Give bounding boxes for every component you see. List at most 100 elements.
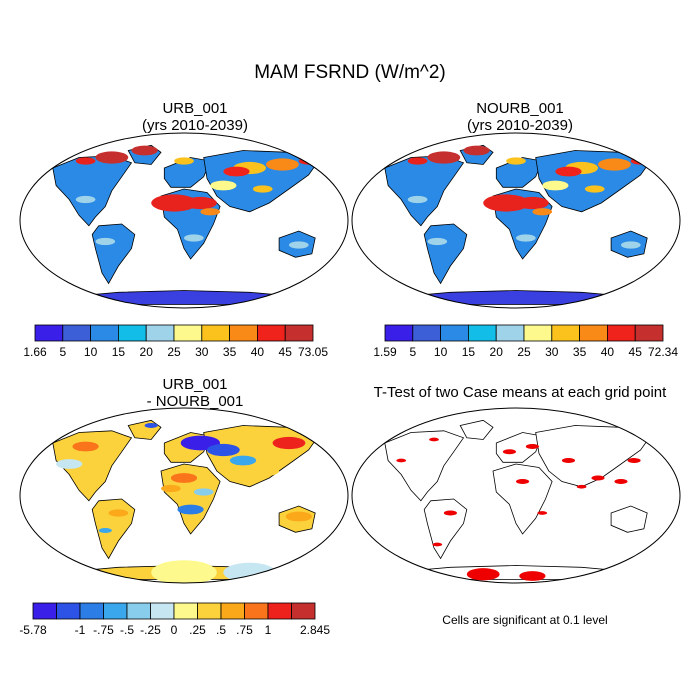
urb-colorbar-label: 73.05 — [298, 345, 328, 359]
urb-field-patch — [266, 158, 299, 171]
nourb-colorbar: 1.59 5 10 15 20 25 30 35 40 45 72.34 — [373, 324, 678, 359]
urb-colorbar-box — [90, 324, 119, 342]
ttest-field-patch — [519, 571, 546, 581]
diff-colorbar-box — [103, 602, 128, 620]
diff-colorbar-label: -5.78 — [19, 623, 47, 637]
nourb-colorbar-box — [495, 324, 525, 342]
diff-colorbar-box — [197, 602, 222, 620]
nourb-field-patch — [427, 151, 461, 164]
nourb-colorbar-label: 15 — [462, 345, 476, 359]
diff-colorbar: -5.78 -1 -.75 -.5 -.25 0 .25 .5 .75 1 2.845 — [19, 602, 330, 637]
diff-colorbar-box — [79, 602, 104, 620]
diff-colorbar-box — [32, 602, 57, 620]
nourb-field-patch — [407, 157, 428, 165]
urb-field-patch — [131, 145, 158, 156]
ttest-australia — [610, 505, 648, 533]
urb-colorbar-label: 30 — [195, 345, 209, 359]
diff-colorbar-box — [220, 602, 245, 620]
diff-colorbar-label: -.75 — [93, 623, 114, 637]
nourb-colorbar-box — [551, 324, 580, 342]
diff-colorbar-label: 0 — [171, 623, 178, 637]
ttest-europe — [495, 432, 543, 463]
diff-map — [19, 407, 349, 584]
ttest-map-border — [351, 407, 681, 584]
urb-field-patch — [95, 151, 129, 164]
ttest-field-patch — [443, 510, 457, 516]
diff-field-patch — [229, 455, 257, 466]
urb-field-patch — [184, 196, 217, 210]
nourb-colorbar-box — [607, 324, 636, 342]
diff-north-america — [52, 430, 133, 502]
diff-colorbar-label: 1 — [265, 623, 272, 637]
panel-title-nourb: NOURB_001 (yrs 2010-2039) — [365, 100, 675, 134]
diff-field-patch — [151, 560, 217, 583]
urb-field-patch — [288, 241, 309, 249]
urb-colorbar-label: 35 — [223, 345, 237, 359]
diff-colorbar-box — [173, 602, 198, 620]
diff-colorbar-label: 2.845 — [300, 623, 330, 637]
nourb-colorbar-label: 30 — [545, 345, 559, 359]
urb-field-patch — [184, 234, 204, 242]
ttest-greenland — [459, 419, 494, 440]
urb-colorbar-label: 20 — [140, 345, 154, 359]
nourb-field-patch — [598, 158, 631, 171]
urb-colorbar-box — [229, 324, 258, 342]
ttest-map — [351, 407, 681, 584]
nourb-colorbar-box — [523, 324, 553, 342]
nourb-colorbar-label: 72.34 — [648, 345, 678, 359]
diff-field-patch — [170, 473, 198, 483]
urb-colorbar-label: 10 — [84, 345, 98, 359]
urb-europe — [163, 157, 211, 188]
diff-field-patch — [56, 459, 83, 469]
nourb-field-patch — [483, 194, 530, 212]
urb-colorbar-label: 1.66 — [23, 345, 47, 359]
ttest-field-patch — [576, 484, 587, 489]
ttest-field-patch — [561, 458, 576, 463]
urb-colorbar-box — [201, 324, 231, 342]
diff-colorbar-label: -.25 — [140, 623, 161, 637]
urb-field-patch — [252, 185, 273, 193]
diff-field-patch — [252, 466, 280, 476]
nourb-map — [351, 132, 681, 309]
nourb-field-patch — [555, 166, 582, 177]
nourb-map-border — [351, 132, 681, 309]
nourb-field-patch — [407, 195, 428, 204]
urb-colorbar-label: 45 — [279, 345, 293, 359]
diff-colorbar-box — [291, 602, 316, 620]
urb-map — [19, 132, 349, 309]
urb-field-patch — [75, 157, 96, 165]
diff-field-patch — [177, 504, 204, 515]
ttest-field-patch — [525, 444, 539, 449]
nourb-field-patch — [506, 157, 526, 165]
nourb-field-patch — [516, 196, 549, 210]
nourb-colorbar-label: 10 — [434, 345, 448, 359]
nourb-colorbar-box — [412, 324, 441, 342]
diff-field-patch — [285, 511, 312, 522]
diff-field-patch — [193, 488, 214, 496]
panel-title-nourb-line2: (yrs 2010-2039) — [467, 117, 573, 134]
nourb-colorbar-box — [634, 324, 664, 342]
ttest-africa — [492, 463, 553, 535]
urb-field-patch — [151, 194, 198, 212]
nourb-europe — [495, 157, 543, 188]
panel-title-nourb-line1: NOURB_001 — [476, 100, 564, 117]
urb-colorbar-box — [145, 324, 175, 342]
urb-field-patch — [174, 157, 194, 165]
diff-colorbar-box — [150, 602, 175, 620]
urb-field-patch — [210, 180, 237, 191]
urb-colorbar-label: 40 — [251, 345, 265, 359]
ttest-field-patch — [432, 542, 443, 547]
diff-field-patch — [98, 528, 112, 533]
diff-colorbar-box — [126, 602, 151, 620]
nourb-field-patch — [584, 185, 605, 193]
urb-colorbar-box — [173, 324, 203, 342]
nourb-colorbar-box — [579, 324, 608, 342]
nourb-field-patch — [463, 145, 490, 156]
urb-field-patch — [95, 237, 116, 246]
urb-colorbar: 1.66 5 10 15 20 25 30 35 40 45 73.05 — [23, 324, 328, 359]
diff-field-patch — [206, 443, 240, 457]
panel-title-ttest: T-Test of two Case means at each grid po… — [350, 384, 690, 401]
diff-field-patch — [72, 441, 99, 452]
nourb-colorbar-label: 5 — [409, 345, 416, 359]
ttest-significance-note: Cells are significant at 0.1 level — [442, 613, 608, 627]
